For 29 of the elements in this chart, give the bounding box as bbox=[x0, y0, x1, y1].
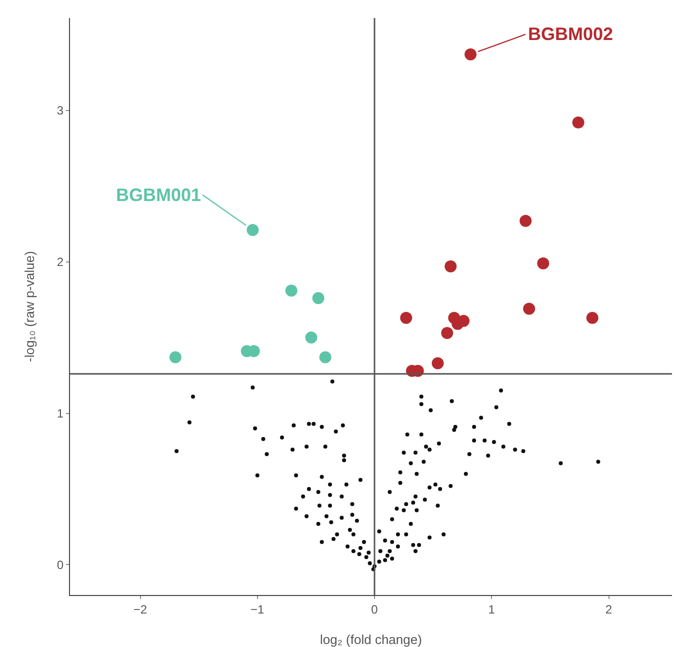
point bbox=[432, 357, 444, 370]
x-tick-label: 1 bbox=[488, 602, 496, 616]
annotation: BGBM002 bbox=[528, 24, 614, 44]
x-axis-title: log₂ (fold change) bbox=[320, 632, 422, 647]
point bbox=[400, 312, 412, 324]
point bbox=[572, 116, 584, 128]
y-axis-title: -log₁₀ (raw p-value) bbox=[22, 251, 37, 362]
y-tick-label: 1 bbox=[56, 406, 64, 420]
point bbox=[319, 351, 332, 364]
x-tick-label: 2 bbox=[605, 602, 612, 616]
point bbox=[285, 284, 298, 297]
point bbox=[523, 302, 536, 315]
y-tick-label: 3 bbox=[56, 104, 64, 118]
y-tick-label: 2 bbox=[56, 255, 64, 270]
x-tick-label: −2 bbox=[133, 602, 148, 616]
point bbox=[246, 224, 259, 236]
point bbox=[464, 48, 477, 60]
point bbox=[169, 351, 182, 364]
annotation: BGBM001 bbox=[116, 185, 202, 205]
point bbox=[305, 332, 318, 344]
point bbox=[537, 257, 550, 270]
point bbox=[520, 214, 532, 227]
point bbox=[441, 327, 454, 339]
point bbox=[444, 260, 457, 272]
point bbox=[312, 292, 324, 304]
point bbox=[586, 312, 598, 324]
y-tick-label: 0 bbox=[56, 558, 64, 572]
x-tick-label: 0 bbox=[371, 602, 378, 616]
x-tick-label: −1 bbox=[250, 602, 265, 616]
